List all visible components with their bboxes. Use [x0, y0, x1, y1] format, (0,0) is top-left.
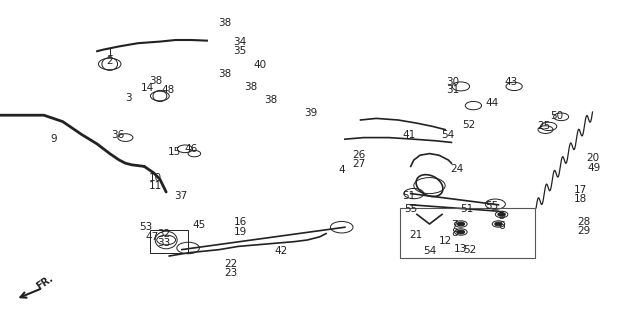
Text: 25: 25 [537, 121, 551, 132]
Text: 35: 35 [233, 45, 247, 56]
Text: 6: 6 [498, 220, 505, 231]
Text: 33: 33 [157, 237, 171, 248]
Text: 17: 17 [573, 185, 587, 196]
Text: 21: 21 [409, 230, 423, 240]
Text: 46: 46 [184, 144, 198, 154]
Text: 1: 1 [107, 48, 113, 58]
Text: 27: 27 [352, 159, 366, 169]
Circle shape [457, 230, 465, 234]
Text: 12: 12 [438, 236, 452, 246]
Text: 2: 2 [107, 56, 113, 67]
Text: 38: 38 [264, 95, 278, 105]
Bar [150, 230, 188, 253]
Text: 32: 32 [157, 229, 171, 239]
Circle shape [498, 212, 505, 216]
Text: FR.: FR. [34, 273, 55, 292]
Text: 47: 47 [145, 232, 159, 243]
Text: 34: 34 [233, 37, 247, 47]
Text: 53: 53 [139, 221, 152, 232]
Text: 51: 51 [460, 204, 474, 214]
Text: 4: 4 [339, 164, 345, 175]
Text: 23: 23 [224, 268, 238, 278]
Text: 9: 9 [50, 134, 56, 144]
Text: 20: 20 [586, 153, 599, 164]
Text: 24: 24 [450, 164, 463, 174]
Text: 55: 55 [485, 201, 499, 212]
Text: 19: 19 [233, 227, 247, 237]
Text: 52: 52 [463, 245, 477, 255]
Text: 10: 10 [149, 172, 162, 183]
Text: 38: 38 [218, 69, 231, 79]
Text: 30: 30 [446, 76, 459, 87]
Text: 44: 44 [485, 98, 499, 108]
Text: 29: 29 [577, 226, 591, 236]
Text: 28: 28 [577, 217, 591, 228]
Text: 18: 18 [573, 194, 587, 204]
Text: 48: 48 [161, 85, 175, 95]
Text: 14: 14 [140, 83, 154, 93]
Text: 54: 54 [441, 130, 455, 140]
Text: 26: 26 [352, 150, 366, 160]
Text: 49: 49 [587, 163, 601, 173]
Text: 22: 22 [224, 259, 238, 269]
Text: 51: 51 [402, 191, 416, 201]
Text: 50: 50 [551, 111, 563, 121]
Text: 15: 15 [167, 147, 181, 157]
Text: 16: 16 [233, 217, 247, 228]
Circle shape [495, 222, 502, 226]
Text: 36: 36 [111, 130, 125, 140]
Text: 38: 38 [244, 82, 258, 92]
Text: 55: 55 [404, 204, 418, 214]
Text: 31: 31 [446, 85, 460, 95]
Circle shape [457, 222, 465, 226]
Text: 5: 5 [498, 211, 505, 221]
Text: 38: 38 [218, 18, 231, 28]
Text: 40: 40 [254, 60, 266, 70]
Text: 8: 8 [451, 228, 458, 238]
Text: 11: 11 [149, 181, 162, 191]
Text: 13: 13 [454, 244, 468, 254]
Text: 41: 41 [402, 130, 416, 140]
Bar [400, 208, 535, 258]
Text: 38: 38 [149, 76, 162, 86]
Text: 54: 54 [423, 246, 436, 256]
Text: 7: 7 [451, 220, 458, 230]
Text: 37: 37 [174, 191, 187, 201]
Text: 39: 39 [303, 108, 317, 118]
Text: 43: 43 [504, 76, 518, 87]
Text: 42: 42 [274, 246, 288, 256]
Text: 52: 52 [462, 120, 476, 131]
Text: 3: 3 [125, 92, 132, 103]
Text: 45: 45 [192, 220, 206, 230]
